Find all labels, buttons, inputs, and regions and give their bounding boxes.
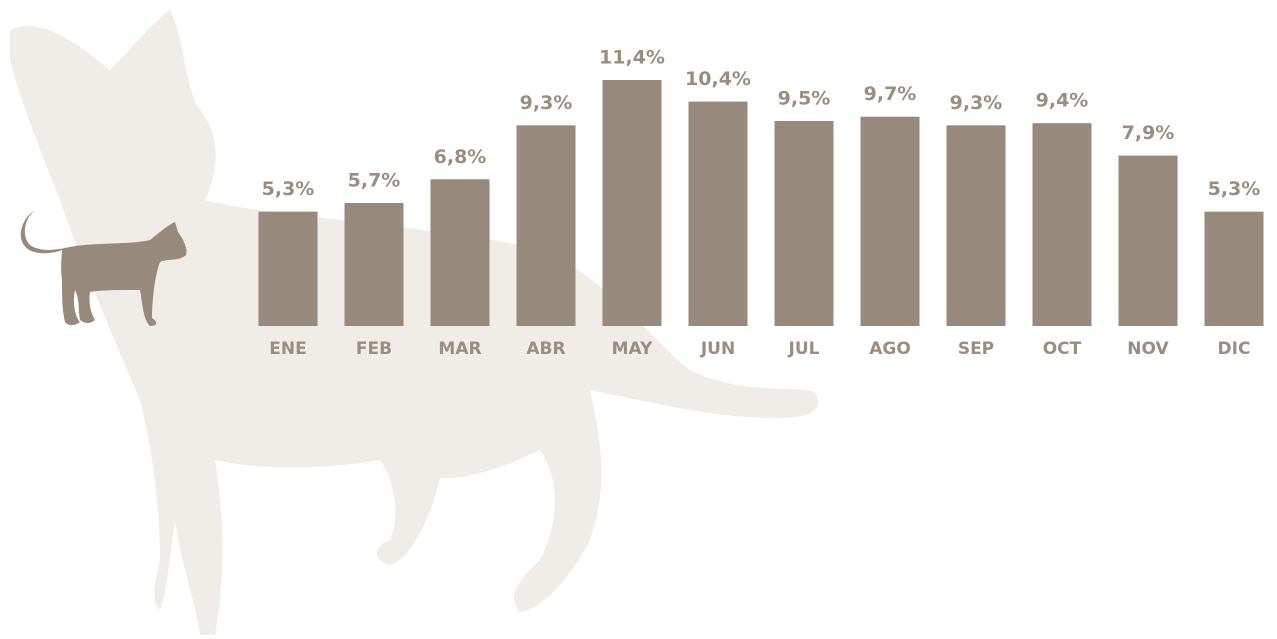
bar (430, 179, 490, 326)
background-cat (10, 10, 819, 635)
value-label: 9,3% (950, 92, 1003, 114)
value-label: 9,3% (520, 92, 573, 114)
bar (1118, 155, 1178, 326)
x-tick-label: SEP (958, 339, 994, 359)
value-label: 9,4% (1036, 90, 1089, 112)
value-label: 10,4% (685, 68, 751, 90)
bar (860, 116, 920, 327)
bar (774, 121, 834, 326)
value-label: 5,7% (348, 170, 401, 192)
bar (602, 80, 662, 326)
x-tick-label: JUL (788, 339, 820, 359)
x-tick-label: DIC (1218, 339, 1251, 359)
x-tick-label: NOV (1127, 339, 1169, 359)
value-label: 11,4% (599, 47, 665, 69)
x-tick-label: FEB (356, 339, 392, 359)
value-label: 7,9% (1122, 122, 1175, 144)
value-label: 5,3% (1208, 178, 1261, 200)
x-tick-label: JUN (700, 339, 735, 359)
x-tick-label: ABR (526, 339, 565, 359)
bar (516, 125, 576, 326)
x-tick-label: OCT (1043, 339, 1082, 359)
x-tick-label: AGO (869, 339, 911, 359)
cat-icon (20, 210, 187, 326)
bar (258, 211, 318, 326)
value-label: 5,3% (262, 178, 315, 200)
x-tick-label: MAR (438, 339, 481, 359)
value-label: 9,5% (778, 88, 831, 110)
x-tick-label: MAY (612, 339, 653, 359)
bar (946, 125, 1006, 326)
x-tick-label: ENE (269, 339, 306, 359)
bar (688, 101, 748, 326)
value-label: 9,7% (864, 83, 917, 105)
bar (1204, 211, 1264, 326)
bar (1032, 123, 1092, 326)
bar (344, 203, 404, 326)
value-label: 6,8% (434, 146, 487, 168)
